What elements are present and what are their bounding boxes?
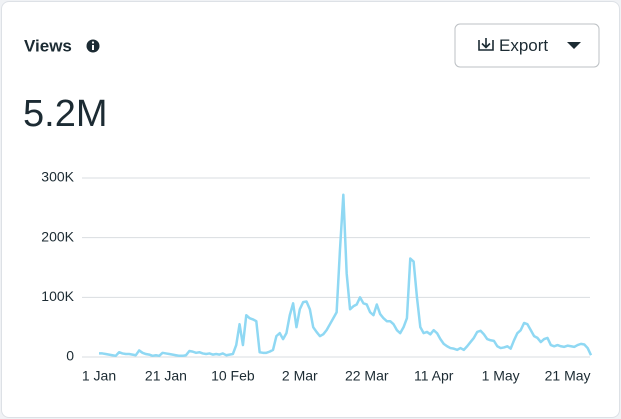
x-tick-label: 10 Feb bbox=[211, 368, 255, 384]
x-tick-label: 21 Jan bbox=[145, 368, 187, 384]
x-tick-label: 11 Apr bbox=[414, 368, 454, 384]
x-tick-label: 22 Mar bbox=[345, 368, 389, 384]
x-tick-label: 2 Mar bbox=[282, 368, 318, 384]
y-tick-label: 300K bbox=[41, 169, 74, 185]
x-tick-label: 1 Jan bbox=[82, 368, 116, 384]
card-title: Views bbox=[24, 36, 72, 55]
data-line bbox=[99, 193, 593, 358]
info-icon[interactable] bbox=[86, 39, 100, 53]
export-button[interactable]: Export bbox=[454, 23, 600, 68]
x-tick-label: 21 May bbox=[545, 368, 591, 384]
y-tick-label: 200K bbox=[41, 228, 74, 244]
y-tick-label: 0 bbox=[66, 348, 74, 364]
button-label[interactable]: Export bbox=[499, 36, 548, 55]
y-tick-label: 100K bbox=[41, 288, 74, 304]
total-value: 5.2M bbox=[23, 93, 107, 135]
x-tick-label: 1 May bbox=[482, 368, 520, 384]
